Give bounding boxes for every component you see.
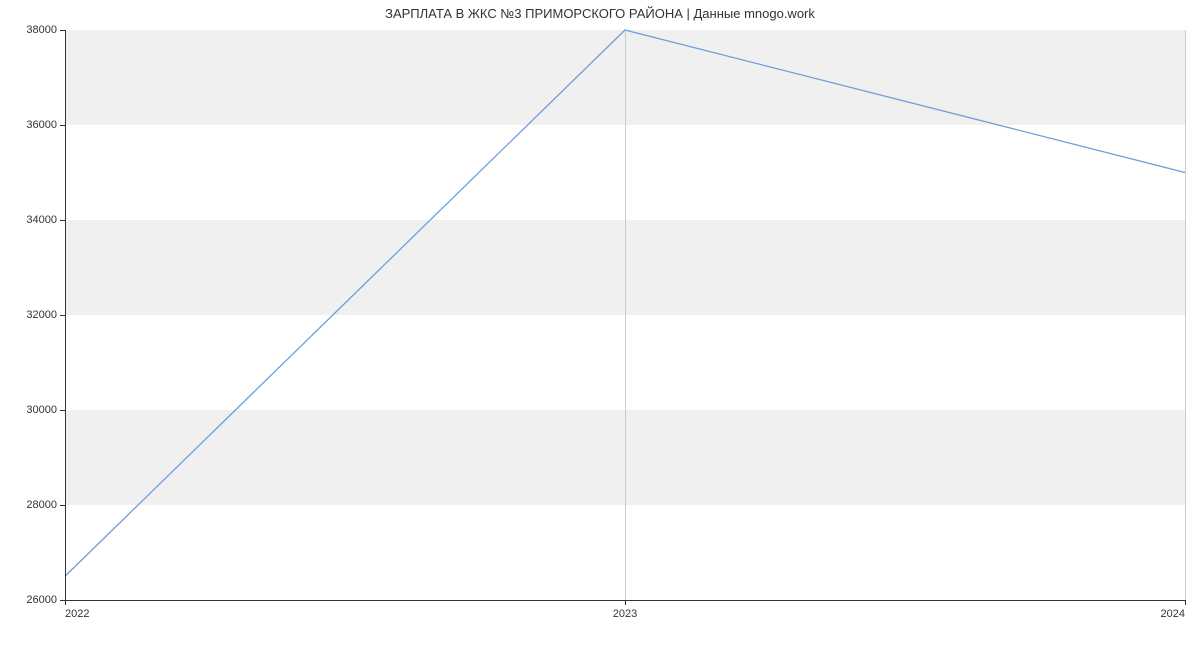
y-tick-label: 34000	[26, 214, 57, 226]
x-tick-label: 2023	[613, 608, 637, 620]
x-gridline	[1185, 30, 1186, 600]
salary-line-chart: ЗАРПЛАТА В ЖКС №3 ПРИМОРСКОГО РАЙОНА | Д…	[0, 0, 1200, 650]
y-axis-line	[65, 30, 66, 600]
x-tick-mark	[1185, 600, 1186, 605]
chart-title: ЗАРПЛАТА В ЖКС №3 ПРИМОРСКОГО РАЙОНА | Д…	[0, 6, 1200, 21]
x-axis-line	[65, 600, 1185, 601]
y-tick-label: 32000	[26, 309, 57, 321]
y-tick-label: 28000	[26, 499, 57, 511]
line-layer	[65, 30, 1185, 600]
x-tick-label: 2022	[65, 608, 89, 620]
plot-area: 2600028000300003200034000360003800020222…	[65, 30, 1185, 600]
x-tick-label: 2024	[1161, 608, 1185, 620]
series-salary	[65, 30, 1185, 576]
y-tick-label: 30000	[26, 404, 57, 416]
y-tick-label: 26000	[26, 594, 57, 606]
y-tick-label: 38000	[26, 24, 57, 36]
y-tick-label: 36000	[26, 119, 57, 131]
